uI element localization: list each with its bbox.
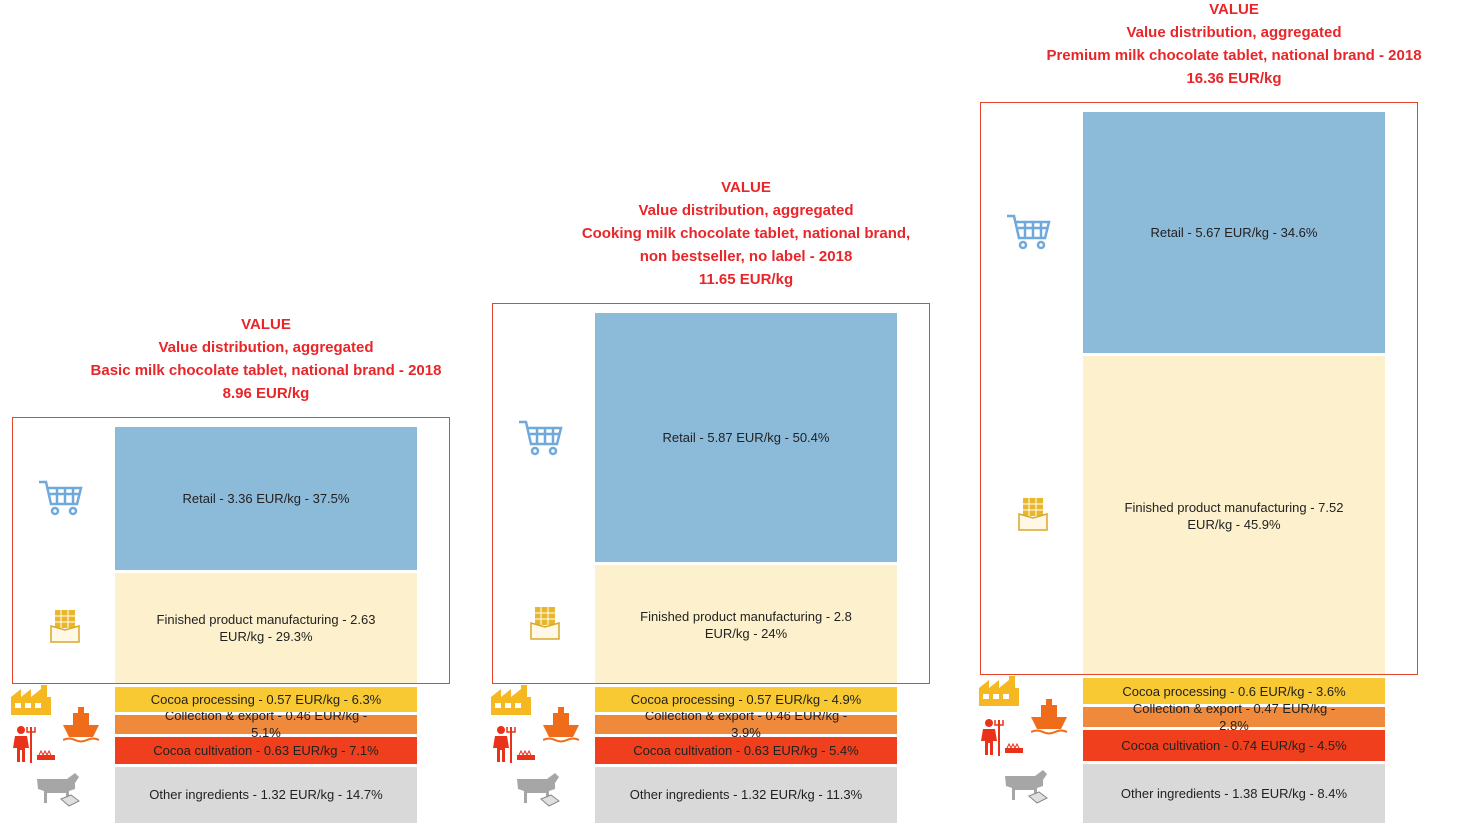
segment-label: Cocoa cultivation - 0.63 EUR/kg - 7.1% xyxy=(153,743,379,758)
title-line: VALUE xyxy=(241,315,291,333)
bar-segment: Cocoa processing - 0.57 EUR/kg - 4.9% xyxy=(595,687,897,712)
title-line: VALUE xyxy=(1209,0,1259,18)
ship-icon xyxy=(63,706,100,743)
bar-segment: Finished product manufacturing - 7.52 EU… xyxy=(1083,355,1385,676)
segment-label: Retail - 5.87 EUR/kg - 50.4% xyxy=(662,430,830,446)
title-line: Value distribution, aggregated xyxy=(638,201,854,219)
bar-segment: Retail - 5.67 EUR/kg - 34.6% xyxy=(1083,111,1385,353)
title-line: Value distribution, aggregated xyxy=(1126,23,1342,41)
title-line: Premium milk chocolate tablet, national … xyxy=(1046,46,1422,64)
bar-segment: Collection & export - 0.46 EUR/kg - 3.9% xyxy=(595,708,897,740)
title-line: 16.36 EUR/kg xyxy=(1186,69,1282,87)
bar-segment: Cocoa cultivation - 0.63 EUR/kg - 7.1% xyxy=(115,737,417,764)
retail-icon xyxy=(519,420,563,455)
cow-icon xyxy=(517,772,560,807)
chart-title: VALUE Value distribution, aggregated Premi… xyxy=(984,0,1462,90)
segment-label: Cocoa processing - 0.6 EUR/kg - 3.6% xyxy=(1122,683,1346,699)
segment-label: Collection & export - 0.46 EUR/kg - 3.9% xyxy=(644,708,848,741)
bar-segment: Finished product manufacturing - 2.8 EUR… xyxy=(595,565,897,685)
title-line: Value distribution, aggregated xyxy=(158,338,374,356)
ship-icon xyxy=(1031,698,1068,735)
title-line: Cooking milk chocolate tablet, national … xyxy=(581,224,911,242)
manufacturing-icon xyxy=(530,606,560,640)
bar-segment: Collection & export - 0.47 EUR/kg - 2.8% xyxy=(1083,701,1385,733)
retail-icon xyxy=(39,480,83,516)
bar-segment: Cocoa cultivation - 0.74 EUR/kg - 4.5% xyxy=(1083,729,1385,762)
segment-label: Cocoa cultivation - 0.63 EUR/kg - 5.4% xyxy=(633,743,859,758)
bar-segment: Other ingredients - 1.32 EUR/kg - 11.3% xyxy=(595,766,897,823)
title-line: Basic milk chocolate tablet, national br… xyxy=(90,361,442,379)
factory-icon xyxy=(11,685,51,716)
bar-segment: Other ingredients - 1.32 EUR/kg - 14.7% xyxy=(115,766,417,823)
bar-segment: Cocoa processing - 0.57 EUR/kg - 6.3% xyxy=(115,687,417,712)
highlight-frame xyxy=(12,416,450,685)
segment-label: Cocoa cultivation - 0.74 EUR/kg - 4.5% xyxy=(1121,738,1347,754)
segment-label: Retail - 3.36 EUR/kg - 37.5% xyxy=(182,490,350,506)
segment-label: Finished product manufacturing - 2.63 EU… xyxy=(156,612,376,645)
manufacturing-icon xyxy=(1018,497,1048,531)
segment-label: Finished product manufacturing - 2.8 EUR… xyxy=(640,608,852,641)
bar-segment: Other ingredients - 1.38 EUR/kg - 8.4% xyxy=(1083,764,1385,823)
cow-icon xyxy=(37,772,80,807)
segment-label: Collection & export - 0.47 EUR/kg - 2.8% xyxy=(1132,700,1336,733)
ship-icon xyxy=(543,706,580,743)
chart-title: VALUE Value distribution, aggregated Basic… xyxy=(16,313,516,405)
bar-segment: Finished product manufacturing - 2.63 EU… xyxy=(115,572,417,685)
segment-label: Cocoa processing - 0.57 EUR/kg - 4.9% xyxy=(630,691,862,707)
segment-label: Collection & export - 0.46 EUR/kg - 5.1% xyxy=(164,708,368,741)
factory-icon xyxy=(491,685,531,716)
bar-segment: Collection & export - 0.46 EUR/kg - 5.1% xyxy=(115,708,417,740)
bar-segment: Retail - 5.87 EUR/kg - 50.4% xyxy=(595,312,897,563)
title-line: VALUE xyxy=(721,178,771,196)
title-line: 8.96 EUR/kg xyxy=(222,384,310,402)
bar-segment: Cocoa cultivation - 0.63 EUR/kg - 5.4% xyxy=(595,737,897,764)
segment-label: Other ingredients - 1.32 EUR/kg - 11.3% xyxy=(629,787,863,803)
segment-label: Finished product manufacturing - 7.52 EU… xyxy=(1124,499,1344,532)
highlight-frame xyxy=(492,302,930,685)
factory-icon xyxy=(979,676,1019,707)
title-line: non bestseller, no label - 2018 xyxy=(639,247,853,265)
farmer-icon xyxy=(13,726,55,764)
segment-label: Retail - 5.67 EUR/kg - 34.6% xyxy=(1150,224,1318,240)
bar-segment: Retail - 3.36 EUR/kg - 37.5% xyxy=(115,426,417,570)
retail-icon xyxy=(1007,215,1051,250)
manufacturing-icon xyxy=(50,610,80,644)
cow-icon xyxy=(1005,770,1048,804)
farmer-icon xyxy=(981,718,1023,756)
highlight-frame xyxy=(980,101,1418,676)
title-line: 11.65 EUR/kg xyxy=(698,270,794,288)
bar-segment: Cocoa processing - 0.6 EUR/kg - 3.6% xyxy=(1083,678,1385,704)
segment-label: Other ingredients - 1.38 EUR/kg - 8.4% xyxy=(1120,786,1348,802)
chart-title: VALUE Value distribution, aggregated Cooki… xyxy=(496,176,996,291)
segment-label: Cocoa processing - 0.57 EUR/kg - 6.3% xyxy=(150,691,382,707)
farmer-icon xyxy=(493,726,535,764)
segment-label: Other ingredients - 1.32 EUR/kg - 14.7% xyxy=(149,787,383,803)
